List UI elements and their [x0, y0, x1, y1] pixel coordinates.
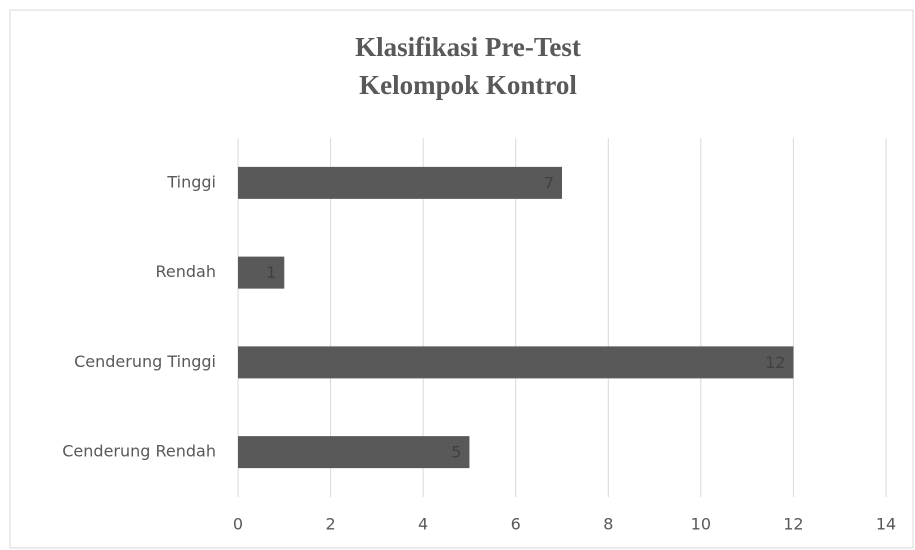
- chart-title: Kelompok Kontrol: [359, 70, 577, 100]
- x-tick-label: 2: [325, 515, 335, 534]
- chart-title: Klasifikasi Pre-Test: [355, 32, 581, 62]
- x-tick-label: 14: [876, 515, 896, 534]
- data-label: 12: [765, 353, 785, 372]
- y-tick-label: Tinggi: [166, 172, 216, 191]
- bar: [238, 166, 562, 199]
- bar: [238, 436, 470, 469]
- bar: [238, 256, 285, 289]
- y-tick-label: Cenderung Rendah: [62, 442, 216, 461]
- data-label: 1: [266, 263, 276, 282]
- y-tick-label: Rendah: [156, 262, 216, 281]
- data-label: 5: [451, 443, 461, 462]
- x-tick-label: 10: [691, 515, 711, 534]
- y-tick-label: Cenderung Tinggi: [74, 352, 216, 371]
- x-tick-label: 8: [603, 515, 613, 534]
- data-label: 7: [544, 173, 554, 192]
- x-tick-label: 12: [783, 515, 803, 534]
- bar: [238, 346, 794, 379]
- x-tick-label: 0: [233, 515, 243, 534]
- x-tick-label: 6: [511, 515, 521, 534]
- x-tick-label: 4: [418, 515, 428, 534]
